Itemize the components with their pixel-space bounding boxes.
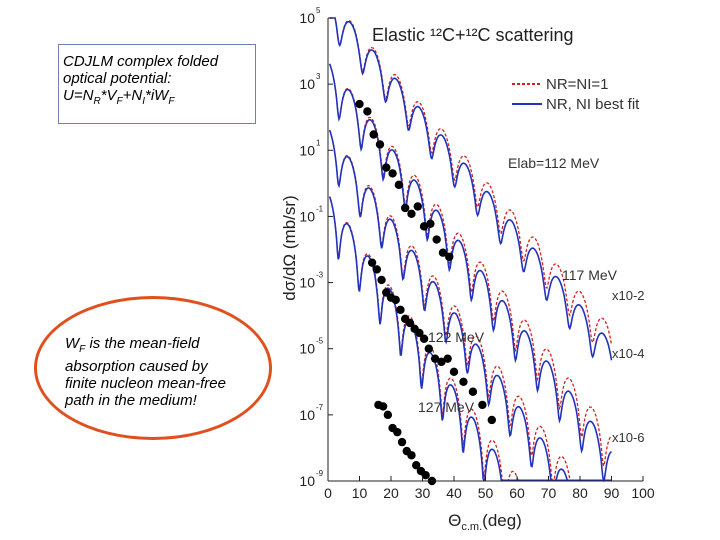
energy-label: Elab=112 MeV [508,155,600,171]
curve-red-122-MeV [328,129,612,481]
y-tick-exponent: 1 [316,138,321,147]
y-tick-label: 10 [299,76,315,92]
energy-label: 117 MeV [562,267,618,283]
curve-red-112-MeV [329,17,613,345]
scale-label: x10-4 [612,346,645,361]
data-point [407,451,416,460]
data-point [393,427,402,437]
data-points-layer [355,99,496,486]
x-tick-label: 60 [509,485,525,501]
absorption-note-ellipse: WF is the mean-field absorption caused b… [34,296,272,440]
data-point [378,402,388,411]
legend-label-blue: NR, NI best fit [546,96,640,113]
curve-blue-112-MeV [329,17,613,361]
data-point [419,334,429,343]
data-point [449,367,459,377]
data-point [367,258,377,267]
data-point [377,275,386,285]
curve-blue-127-MeV [328,196,612,482]
x-axis-label: Θc.m.(deg) [448,511,522,533]
data-point [426,219,435,228]
note-line-1: WF is the mean-field [65,335,200,355]
data-point [445,252,454,262]
data-point [388,169,397,178]
data-point [396,305,405,315]
data-point [415,328,424,338]
data-point [421,470,430,480]
info-line-1: CDJLM complex folded [63,53,219,70]
info-formula: U=NR*VF+NI*iWF [63,87,175,107]
data-point [437,357,446,367]
scale-label: x10-2 [612,288,645,303]
y-tick-exponent: 5 [316,6,321,15]
data-point [355,99,364,109]
x-tick-label: 80 [572,485,588,501]
data-point [487,415,496,425]
y-tick-exponent: -7 [316,403,324,412]
axes-layer [327,17,644,482]
x-tick-label: 90 [604,485,620,501]
legend-label-red: NR=NI=1 [546,76,609,93]
x-tick-label: 100 [631,485,655,501]
y-tick-exponent: -3 [316,271,324,280]
optical-potential-box: CDJLM complex folded optical potential: … [58,44,256,124]
x-tick-label: 20 [383,485,399,501]
data-point [394,180,404,190]
info-line-2: optical potential: [63,70,172,87]
y-tick-label: 10 [299,208,315,224]
scale-label: x10-6 [612,430,645,445]
y-axis-label: dσ/dΩ (mb/sr) [280,195,299,300]
y-tick-exponent: -9 [316,469,324,478]
y-tick-exponent: -1 [316,204,324,213]
data-point [391,295,400,305]
x-tick-label: 70 [541,485,557,501]
curves-layer [328,17,613,483]
y-tick-label: 10 [299,10,315,26]
note-line-4: path in the medium! [65,392,197,409]
x-tick-label: 30 [415,485,431,501]
data-point [459,377,468,386]
curve-blue-122-MeV [328,129,612,482]
data-point [413,202,422,211]
data-point [438,248,448,257]
data-point [382,163,391,172]
data-point [383,410,393,420]
y-tick-exponent: 3 [316,72,321,81]
y-tick-label: 10 [299,473,315,489]
x-tick-label: 0 [324,485,332,501]
energy-label: 122 MeV [428,329,485,345]
note-line-2: absorption caused by [65,358,208,375]
data-point [369,130,378,139]
y-tick-label: 10 [299,407,315,423]
data-point [407,209,416,219]
data-point [372,265,382,274]
data-point [363,107,372,116]
data-point [430,354,440,363]
data-point [400,203,410,213]
y-tick-label: 10 [299,275,315,291]
data-point [478,400,487,410]
data-point [405,318,415,328]
data-point [397,437,407,447]
data-point [375,140,385,149]
energy-label: 127 MeV [418,399,475,415]
data-point [419,222,429,231]
note-line-3: finite nucleon mean-free [65,375,226,392]
y-tick-exponent: -5 [316,337,324,346]
data-point [432,235,441,244]
x-tick-label: 10 [352,485,368,501]
y-tick-label: 10 [299,142,315,158]
x-tick-label: 40 [446,485,462,501]
data-point [443,354,452,363]
data-point [468,387,478,396]
chart-title: Elastic ¹²C+¹²C scattering [372,25,574,45]
data-point [412,461,421,470]
x-tick-label: 50 [478,485,494,501]
data-point [424,344,433,353]
y-tick-label: 10 [299,341,315,357]
